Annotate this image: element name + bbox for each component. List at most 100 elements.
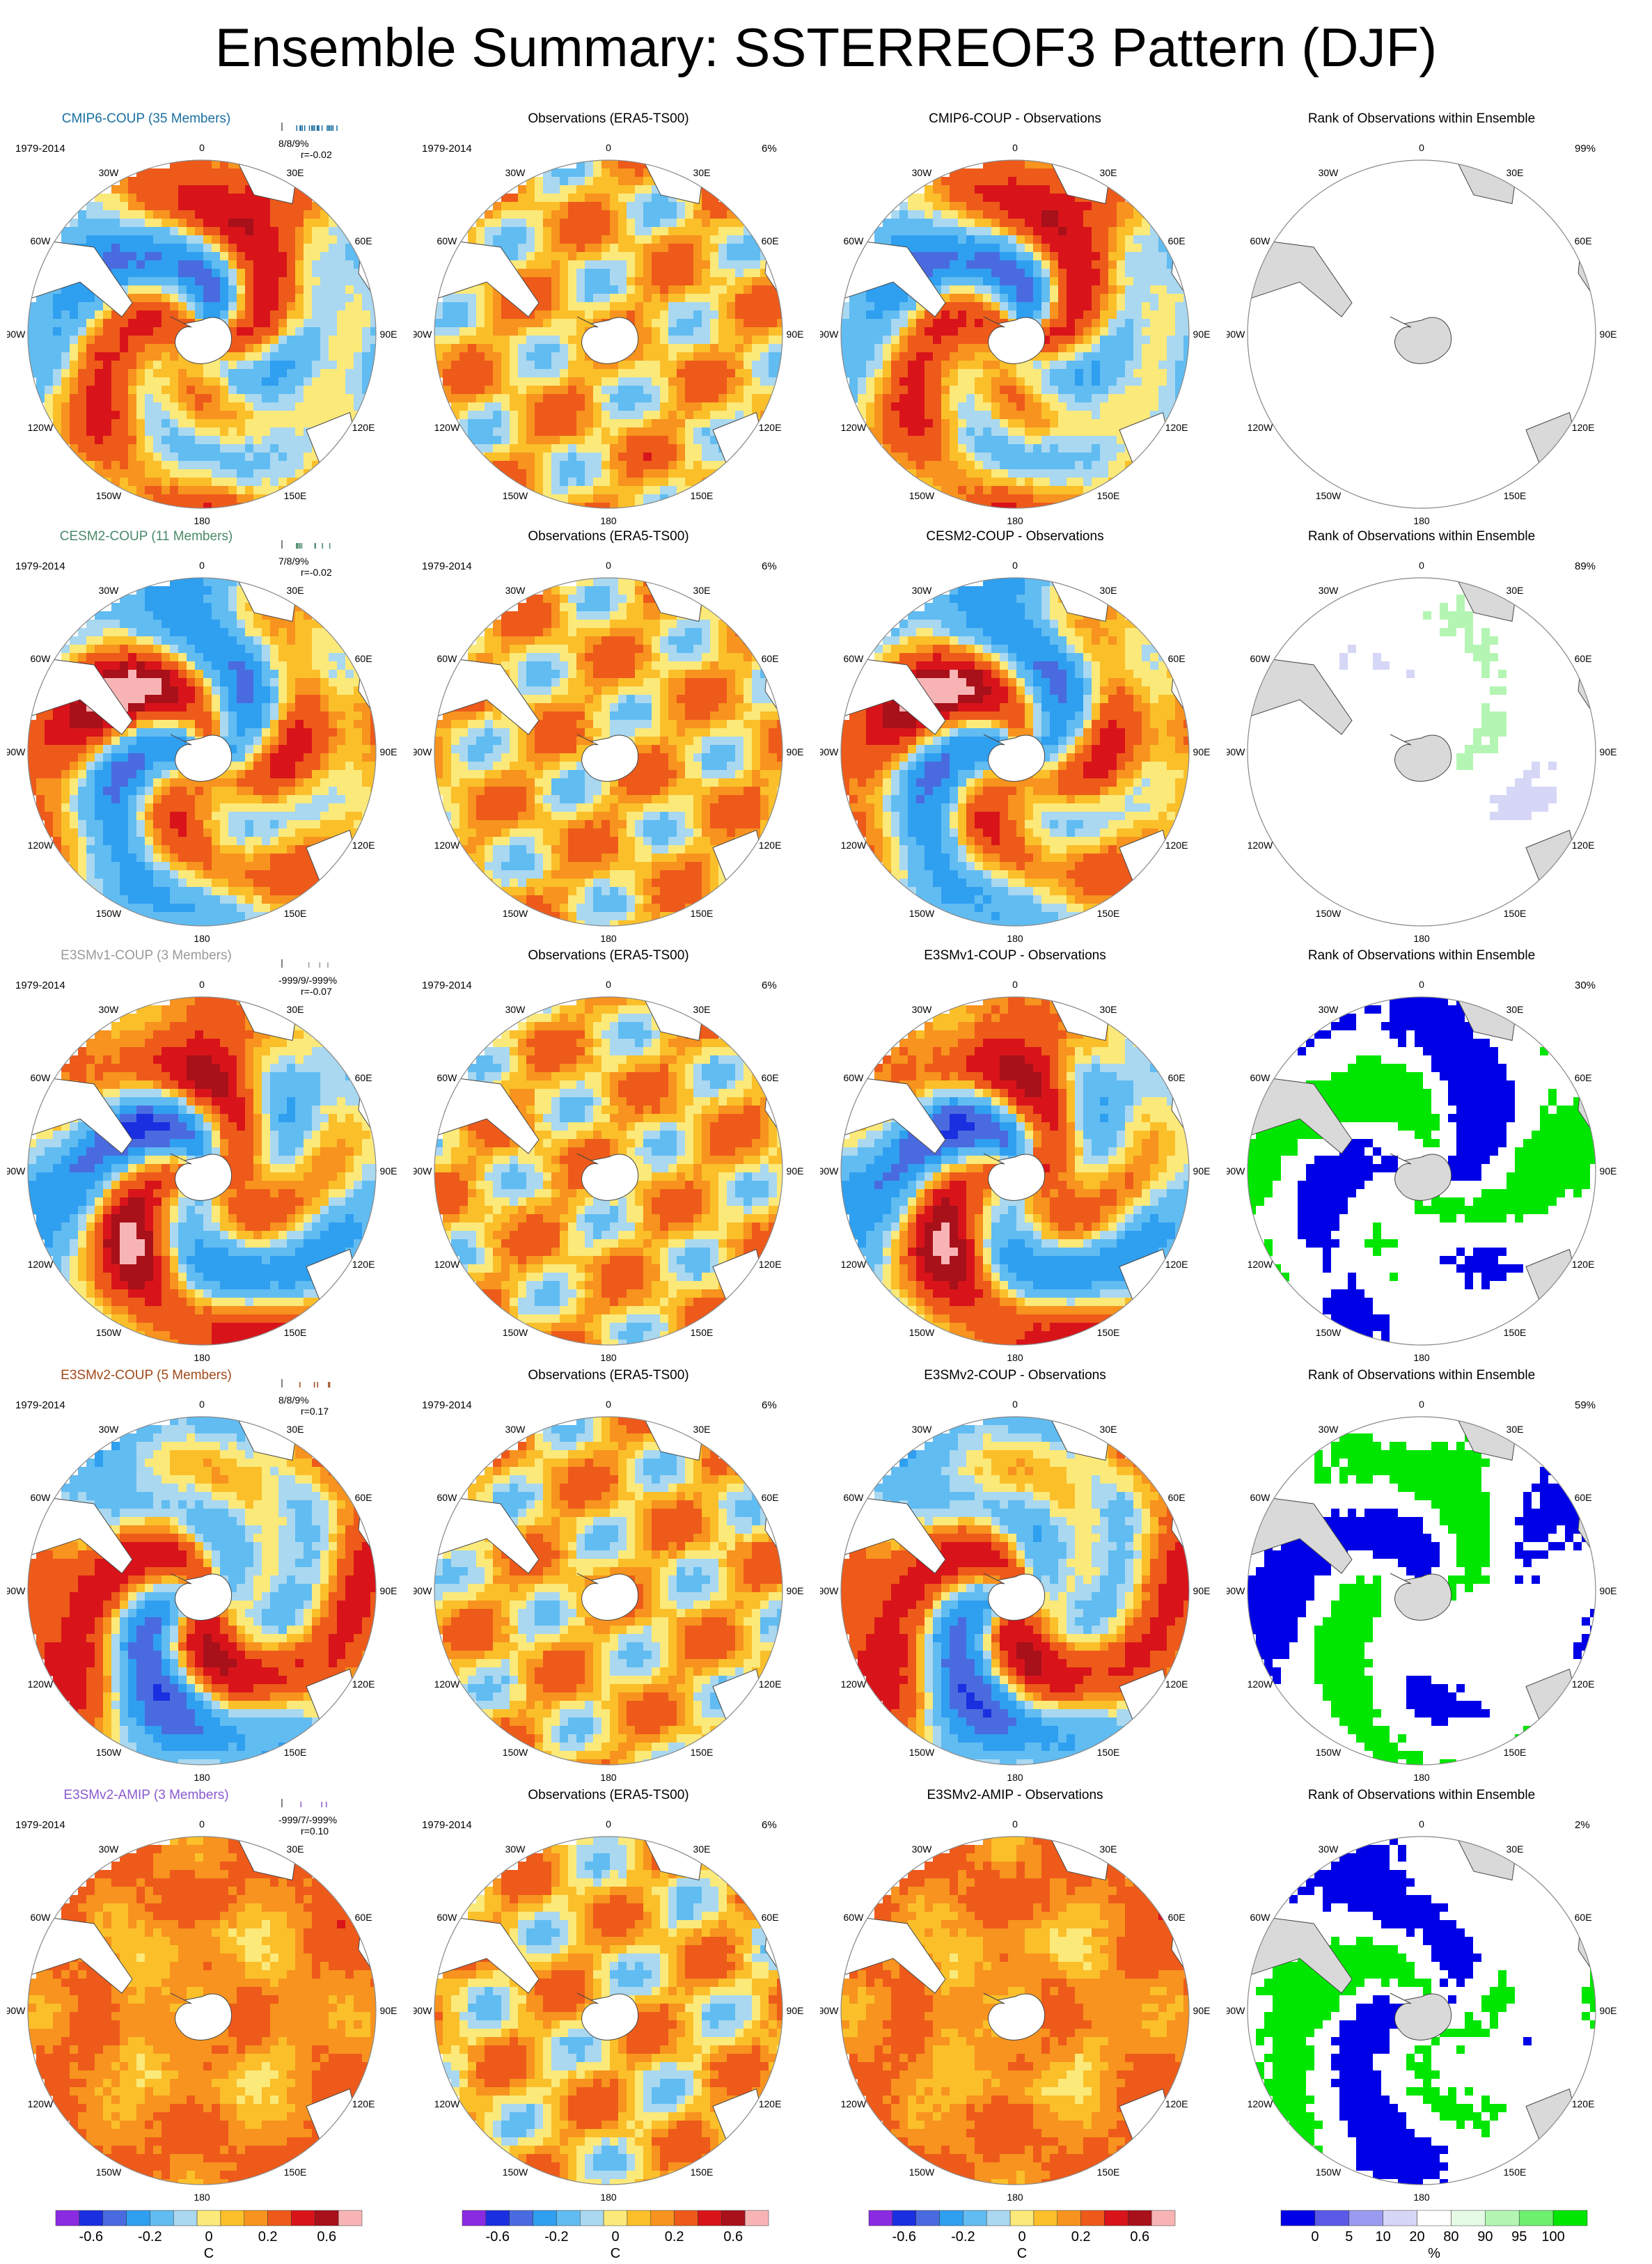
map-cell: [1000, 227, 1009, 236]
map-cell: [1075, 411, 1084, 420]
map-cell: [660, 269, 669, 278]
map-cell: [1150, 327, 1159, 336]
map-cell: [668, 411, 677, 420]
map-cell: [128, 444, 137, 453]
map-cell: [61, 310, 70, 320]
map-cell: [1108, 436, 1117, 445]
map-field: [1248, 160, 1596, 508]
map-cell: [451, 352, 460, 361]
map-cell: [1067, 486, 1076, 495]
map-cell: [136, 386, 145, 395]
map-cell: [635, 319, 644, 328]
map-cell: [677, 419, 686, 428]
map-cell: [362, 402, 371, 411]
map-cell: [1067, 361, 1076, 370]
map-cell: [1016, 227, 1025, 236]
map-cell: [1565, 310, 1574, 320]
map-cell: [610, 168, 619, 178]
map-cell: [1515, 219, 1524, 228]
map-cell: [1033, 478, 1042, 487]
map-cell: [493, 411, 502, 420]
map-cell: [518, 202, 527, 211]
map-cell: [685, 219, 694, 228]
map-cell: [1142, 235, 1151, 244]
map-cell: [1356, 285, 1365, 294]
map-cell: [451, 394, 460, 403]
map-cell: [535, 235, 544, 244]
map-cell: [245, 436, 254, 445]
map-cell: [1058, 219, 1067, 228]
map-cell: [718, 227, 727, 236]
map-cell: [1016, 494, 1025, 503]
map-cell: [1456, 219, 1465, 228]
map-cell: [187, 219, 196, 228]
map-cell: [501, 319, 510, 328]
map-cell: [476, 319, 485, 328]
map-cell: [941, 478, 950, 487]
map-cell: [635, 453, 644, 462]
map-cell: [593, 269, 602, 278]
map-cell: [576, 168, 585, 178]
map-cell: [262, 244, 271, 253]
map-cell: [501, 461, 510, 470]
map-cell: [874, 352, 883, 361]
map-cell: [1067, 227, 1076, 236]
map-cell: [777, 336, 782, 345]
map-cell: [1025, 260, 1034, 269]
map-cell: [178, 494, 187, 503]
lon-label: 120E: [352, 422, 375, 433]
map-cell: [950, 336, 959, 345]
map-cell: [1256, 319, 1265, 328]
map-cell: [568, 352, 577, 361]
map-cell: [1406, 294, 1415, 303]
map-cell: [685, 402, 694, 411]
map-cell: [262, 210, 271, 219]
map-cell: [685, 478, 694, 487]
map-cell: [1000, 486, 1009, 495]
map-cell: [1142, 294, 1151, 303]
map-cell: [78, 302, 87, 311]
map-cell: [287, 427, 296, 437]
map-cell: [908, 319, 917, 328]
map-cell: [485, 302, 494, 311]
map-cell: [1050, 277, 1059, 286]
map-cell: [1465, 252, 1474, 261]
map-cell: [874, 411, 883, 420]
map-cell: [354, 361, 363, 370]
map-cell: [1390, 227, 1399, 236]
map-cell: [1125, 302, 1134, 311]
map-cell: [535, 210, 544, 219]
map-cell: [1415, 219, 1424, 228]
map-cell: [1142, 327, 1151, 336]
map-cell: [61, 411, 70, 420]
continent-land: [841, 237, 946, 317]
map-cell: [195, 210, 204, 219]
map-cell: [652, 478, 661, 487]
map-cell: [510, 210, 519, 219]
map-cell: [941, 210, 950, 219]
map-cell: [883, 386, 892, 395]
map-cell: [950, 252, 959, 261]
map-cell: [145, 194, 154, 203]
map-cell: [1016, 469, 1025, 478]
map-cell: [1083, 344, 1092, 353]
map-cell: [212, 227, 221, 236]
map-cell: [145, 252, 154, 261]
map-cell: [362, 411, 371, 420]
map-cell: [933, 386, 942, 395]
map-cell: [1448, 235, 1457, 244]
map-cell: [1117, 327, 1126, 336]
map-cell: [1373, 227, 1382, 236]
map-cell: [1373, 252, 1382, 261]
map-cell: [1364, 252, 1374, 261]
map-cell: [601, 411, 611, 420]
map-cell: [551, 185, 560, 194]
map-cell: [551, 427, 560, 437]
map-cell: [1025, 219, 1034, 228]
map-cell: [320, 361, 329, 370]
map-cell: [1406, 252, 1415, 261]
map-cell: [195, 402, 204, 411]
map-cell: [1033, 486, 1042, 495]
map-cell: [891, 377, 900, 386]
map-cell: [966, 285, 975, 294]
